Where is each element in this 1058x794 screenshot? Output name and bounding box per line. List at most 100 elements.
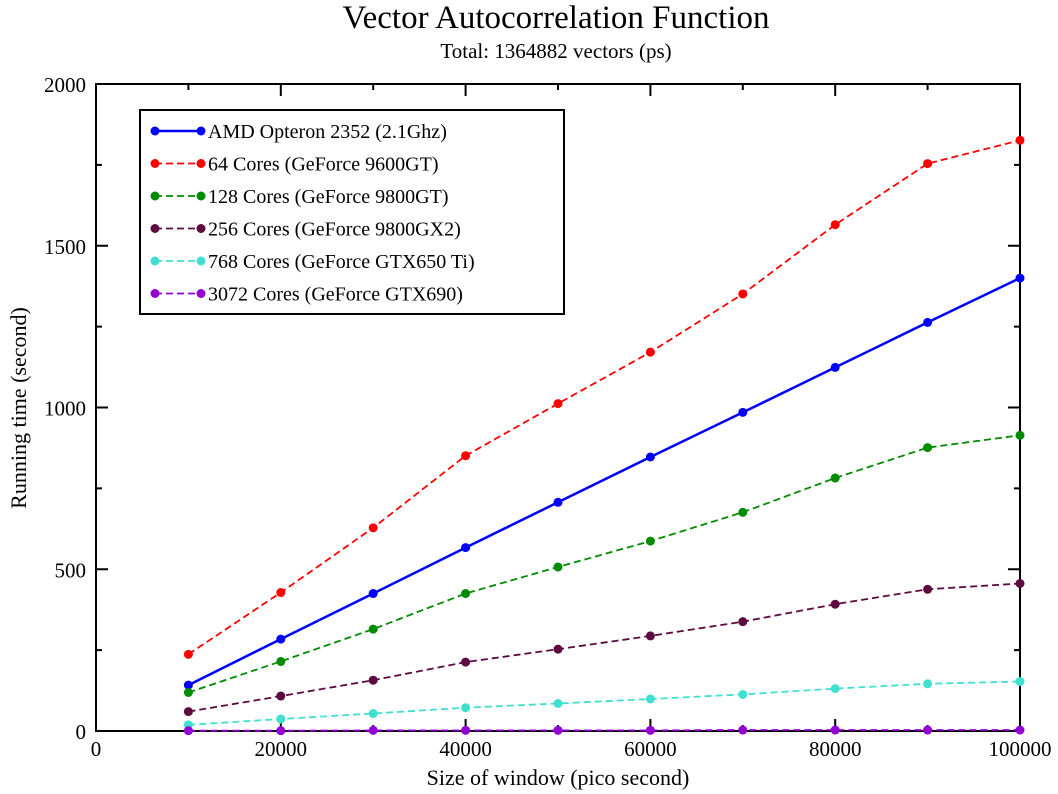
data-point [276,691,286,701]
data-point [183,726,193,736]
y-tick-label: 500 [55,558,87,582]
data-point [738,407,748,417]
x-tick-label: 80000 [809,737,862,761]
data-point [1015,677,1025,687]
data-point [1015,135,1025,145]
legend-marker [196,159,206,168]
legend-marker [196,256,206,266]
data-point [738,617,748,627]
legend-box [139,109,565,315]
legend-marker [196,126,206,136]
data-point [461,589,471,599]
data-point [830,473,840,483]
legend-marker [150,159,160,168]
series-5 [183,677,1025,730]
legend-label: AMD Opteron 2352 (2.1Ghz) [208,121,447,143]
data-point [276,588,286,598]
x-axis-label: Size of window (pico second) [427,765,690,790]
legend-item: 768 Cores (GeForce GTX650 Ti) [150,251,475,273]
data-point [368,675,378,685]
data-point [738,289,748,299]
data-point [830,599,840,609]
x-tick-label: 40000 [439,737,492,761]
legend-marker [150,191,160,201]
data-point [645,452,655,462]
legend-marker [150,126,160,136]
y-tick-label: 0 [76,720,87,744]
data-point [738,507,748,517]
series-1 [183,273,1025,690]
data-point [830,362,840,372]
series-line [187,276,1021,687]
data-point [368,589,378,599]
series-line [188,729,1020,732]
data-point [645,694,655,704]
legend-item: 256 Cores (GeForce 9800GX2) [150,219,461,241]
series-line [188,680,1021,726]
legend-marker [196,289,206,298]
legend-label: 128 Cores (GeForce 9800GT) [208,186,449,208]
legend: AMD Opteron 2352 (2.1Ghz) 64 Cores (GeFor… [139,109,565,315]
legend-item: 64 Cores (GeForce 9600GT) [150,154,439,176]
series-line [188,582,1021,713]
data-point [923,679,933,689]
x-tick-label: 20000 [255,737,308,761]
data-point [276,634,286,644]
legend-label: 3072 Cores (GeForce GTX690) [208,284,463,306]
series-2 [183,135,1025,659]
data-point [461,451,471,461]
data-point [1015,273,1025,283]
legend-marker [196,224,206,233]
data-point [923,159,933,169]
legend-item: AMD Opteron 2352 (2.1Ghz) [150,121,447,143]
data-point [183,649,193,659]
data-point [738,689,748,699]
data-point [368,709,378,719]
data-point [553,562,563,572]
data-point [553,725,563,735]
data-point [645,631,655,641]
data-point [276,714,286,724]
data-point [923,584,933,594]
data-point [276,726,286,736]
chart-title: Vector Autocorrelation Function [342,0,769,36]
data-point [461,703,471,713]
data-point [1015,578,1025,588]
legend-label: 768 Cores (GeForce GTX650 Ti) [208,251,475,273]
data-point [276,656,286,666]
y-tick-label: 1000 [44,397,86,421]
legend-label: 256 Cores (GeForce 9800GX2) [208,219,461,241]
series-4 [183,578,1025,717]
legend-marker [150,289,160,298]
data-point [923,725,933,735]
data-point [183,680,193,690]
data-point [645,347,655,357]
data-point [461,725,471,735]
data-point [923,443,933,453]
data-point [553,399,563,409]
legend-item: 128 Cores (GeForce 9800GT) [150,186,449,208]
data-point [830,220,840,230]
data-point [368,523,378,533]
data-point [1015,430,1025,440]
data-point [830,725,840,735]
data-point [183,688,193,698]
data-point [553,699,563,709]
legend-marker [196,191,206,201]
data-point [738,725,748,735]
legend-label: 64 Cores (GeForce 9600GT) [208,154,439,176]
data-point [461,657,471,667]
data-point [1015,725,1025,735]
series-3 [183,430,1025,698]
chart-subtitle: Total: 1364882 vectors (ps) [440,39,671,63]
x-tick-label: 100000 [989,737,1052,761]
series-group [183,135,1025,736]
data-point [645,725,655,735]
data-point [183,707,193,717]
data-point [368,624,378,634]
legend-item: 3072 Cores (GeForce GTX690) [150,284,463,306]
y-tick-label: 2000 [44,73,86,97]
y-tick-label: 1500 [44,235,86,259]
y-axis-label: Running time (second) [6,307,31,509]
